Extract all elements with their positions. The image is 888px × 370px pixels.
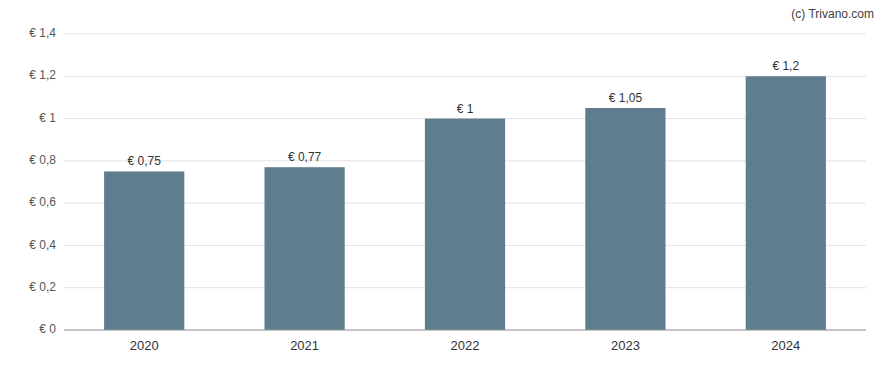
y-tick-label: € 0 <box>39 322 56 336</box>
chart: € 0 € 0,2 € 0,4 € 0,6 € 0,8 € 1 € 1,2 € 1,4 € 0,… <box>0 0 888 370</box>
annotation: (c) Trivano.com <box>791 7 874 21</box>
data-label: € 1,2 <box>772 59 799 73</box>
y-tick-label: € 0,8 <box>29 153 56 167</box>
data-label: € 0,77 <box>288 150 322 164</box>
y-tick-label: € 0,4 <box>29 238 56 252</box>
data-labels: € 0,75 € 0,77 € 1 € 1,05 € 1,2 <box>128 59 800 168</box>
y-tick-label: € 1,4 <box>29 26 56 40</box>
y-tick-label: € 1,2 <box>29 68 56 82</box>
data-label: € 0,75 <box>128 154 162 168</box>
bars <box>104 76 826 330</box>
grid-line <box>64 34 866 35</box>
bar <box>585 108 665 330</box>
x-tick-label: 2024 <box>771 338 800 353</box>
x-axis: 2020 2021 2022 2023 2024 <box>64 330 866 353</box>
bar <box>746 76 826 330</box>
grid-line <box>64 330 866 331</box>
bar <box>104 171 184 330</box>
y-tick-label: € 0,2 <box>29 280 56 294</box>
y-tick-label: € 0,6 <box>29 195 56 209</box>
x-tick-label: 2020 <box>130 338 159 353</box>
bar <box>425 119 505 330</box>
data-label: € 1 <box>457 102 474 116</box>
data-label: € 1,05 <box>609 91 643 105</box>
x-tick-label: 2023 <box>611 338 640 353</box>
bar <box>265 167 345 330</box>
x-tick-label: 2021 <box>290 338 319 353</box>
x-tick-label: 2022 <box>451 338 480 353</box>
y-axis: € 0 € 0,2 € 0,4 € 0,6 € 0,8 € 1 € 1,2 € 1,4 <box>29 26 56 336</box>
y-tick-label: € 1 <box>39 111 56 125</box>
chart-container: € 0 € 0,2 € 0,4 € 0,6 € 0,8 € 1 € 1,2 € 1,4 € 0,… <box>0 0 888 370</box>
x-axis-line <box>64 330 866 331</box>
grid <box>64 34 866 330</box>
